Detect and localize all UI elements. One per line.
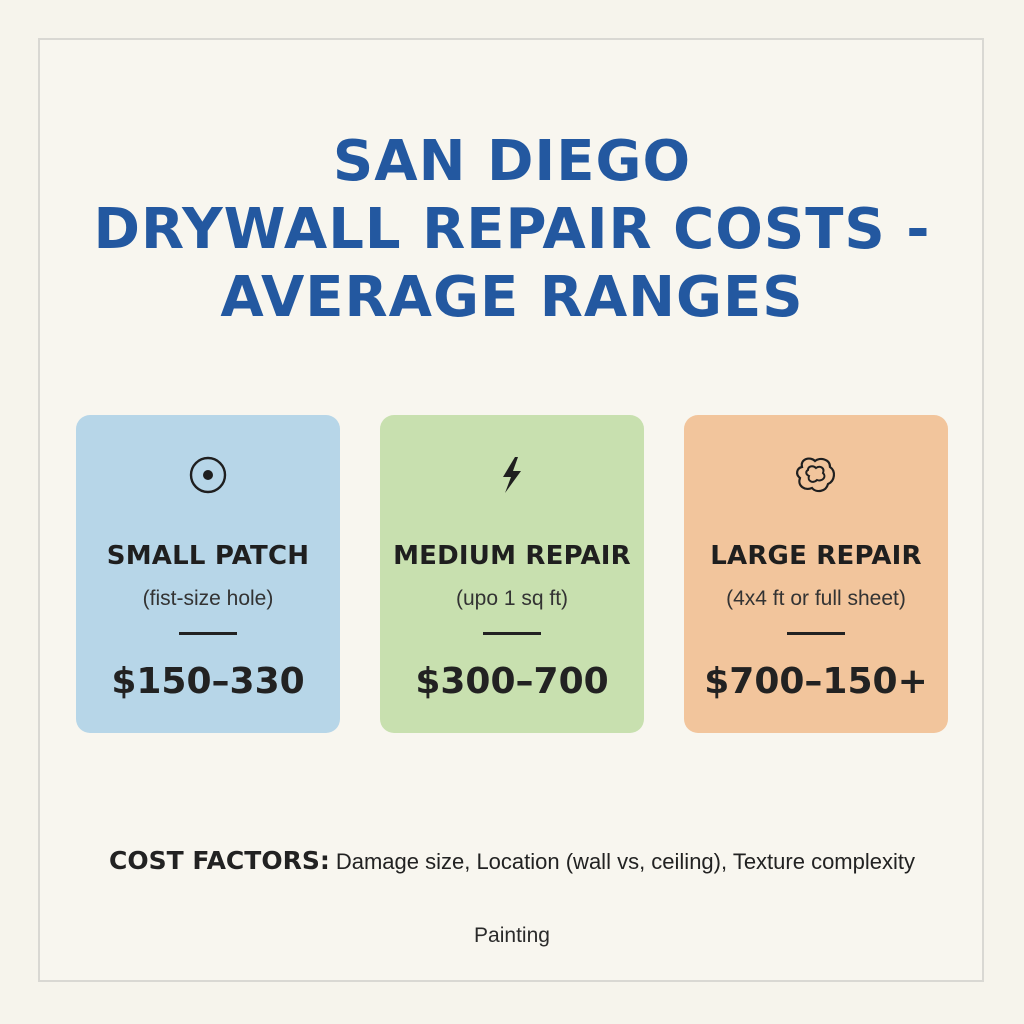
card-subtitle: (fist-size hole) (142, 587, 274, 610)
page-title: SAN DIEGO DRYWALL REPAIR COSTS - AVERAGE… (0, 128, 1024, 332)
medium-repair-card: MEDIUM REPAIR (upo 1 sq ft) $300–700 (380, 415, 644, 733)
lightning-icon (490, 453, 534, 497)
card-label: LARGE REPAIR (710, 541, 922, 571)
card-price: $300–700 (415, 661, 609, 702)
cost-factors-label: COST FACTORS: (109, 846, 330, 875)
card-divider (483, 632, 541, 635)
large-repair-card: LARGE REPAIR (4x4 ft or full sheet) $700… (684, 415, 948, 733)
cost-factors-text: Damage size, Location (wall vs, ceiling)… (335, 849, 915, 874)
card-divider (179, 632, 237, 635)
title-line-1: SAN DIEGO (332, 129, 692, 194)
card-label: MEDIUM REPAIR (393, 541, 631, 571)
footer-text: Painting (474, 924, 550, 947)
target-icon (186, 453, 230, 497)
small-patch-card: SMALL PATCH (fist-size hole) $150–330 (76, 415, 340, 733)
card-label: SMALL PATCH (106, 541, 310, 571)
title-line-2: DRYWALL REPAIR COSTS - (93, 197, 931, 262)
title-line-3: AVERAGE RANGES (220, 265, 804, 330)
cost-factors: COST FACTORS: Damage size, Location (wall… (0, 846, 1024, 875)
card-subtitle: (4x4 ft or full sheet) (726, 587, 906, 610)
card-price: $700–150+ (704, 661, 928, 702)
card-price: $150–330 (111, 661, 305, 702)
blob-icon (794, 453, 838, 497)
card-divider (787, 632, 845, 635)
card-subtitle: (upo 1 sq ft) (455, 587, 569, 610)
